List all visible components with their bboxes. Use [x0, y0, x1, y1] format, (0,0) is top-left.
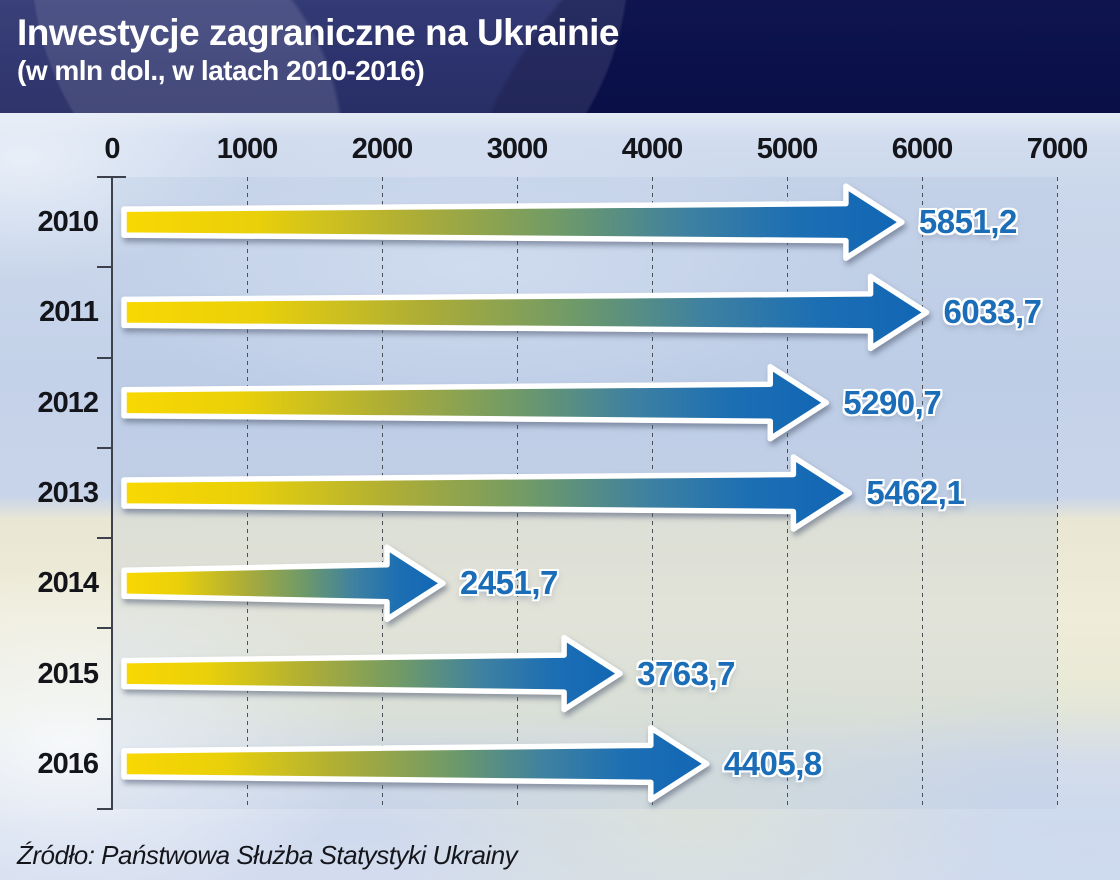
y-axis-tick	[97, 808, 112, 810]
y-axis-tick	[97, 446, 112, 449]
y-axis-tick	[97, 537, 112, 540]
y-axis-tick	[97, 627, 112, 630]
year-label-2010: 2010	[37, 206, 99, 239]
bar-arrow-2013	[121, 454, 853, 532]
y-axis-tick	[97, 176, 126, 178]
value-label-2011: 6033,7	[943, 293, 1042, 331]
bar-arrow-2015	[121, 634, 623, 713]
chart-title: Inwestycje zagraniczne na Ukrainie	[17, 12, 619, 53]
bar-arrow-2014	[121, 544, 446, 623]
chart-subtitle: (w mln dol., w latach 2010-2016)	[17, 55, 425, 86]
x-axis-tick-label: 0	[104, 133, 120, 165]
x-axis-tick-label: 4000	[621, 133, 684, 165]
x-axis-tick-label: 2000	[351, 133, 414, 165]
value-label-2012: 5290,7	[843, 383, 942, 421]
bar-arrow-2012	[121, 363, 829, 442]
bar-arrow-2010	[121, 183, 905, 261]
x-axis-tick-label: 6000	[891, 133, 954, 165]
x-axis-tick-label: 1000	[216, 133, 279, 165]
header: Inwestycje zagraniczne na Ukrainie (w ml…	[0, 0, 1120, 113]
value-label-2015: 3763,7	[637, 654, 736, 692]
source-note: Źródło: Państwowa Służba Statystyki Ukra…	[17, 840, 518, 870]
gridline	[1056, 177, 1058, 809]
year-label-2014: 2014	[37, 567, 99, 600]
x-axis-tick-label: 3000	[486, 133, 549, 165]
x-axis-tick-label: 7000	[1026, 133, 1089, 165]
year-label-2016: 2016	[37, 747, 99, 780]
y-axis-tick	[97, 356, 112, 359]
chart-area: 0 1000 2000 3000 4000 5000 6000 7000 2010 2011 20…	[0, 113, 1120, 880]
bars-canvas	[121, 183, 930, 803]
value-label-2010: 5851,2	[918, 203, 1017, 241]
x-axis-tick-label: 5000	[756, 133, 819, 165]
gridline	[921, 177, 923, 809]
year-label-2013: 2013	[37, 477, 99, 509]
value-label-2016: 4405,8	[723, 744, 822, 782]
bar-arrow-2011	[121, 273, 930, 352]
y-axis-tick	[97, 266, 112, 269]
bar-arrow-2016	[121, 725, 710, 803]
year-label-2012: 2012	[37, 386, 99, 419]
value-label-2014: 2451,7	[459, 564, 558, 602]
year-label-2011: 2011	[39, 296, 99, 329]
y-axis-line	[111, 177, 113, 810]
year-label-2015: 2015	[37, 657, 99, 690]
value-label-2013: 5462,1	[866, 474, 965, 511]
y-axis-tick	[97, 717, 112, 720]
